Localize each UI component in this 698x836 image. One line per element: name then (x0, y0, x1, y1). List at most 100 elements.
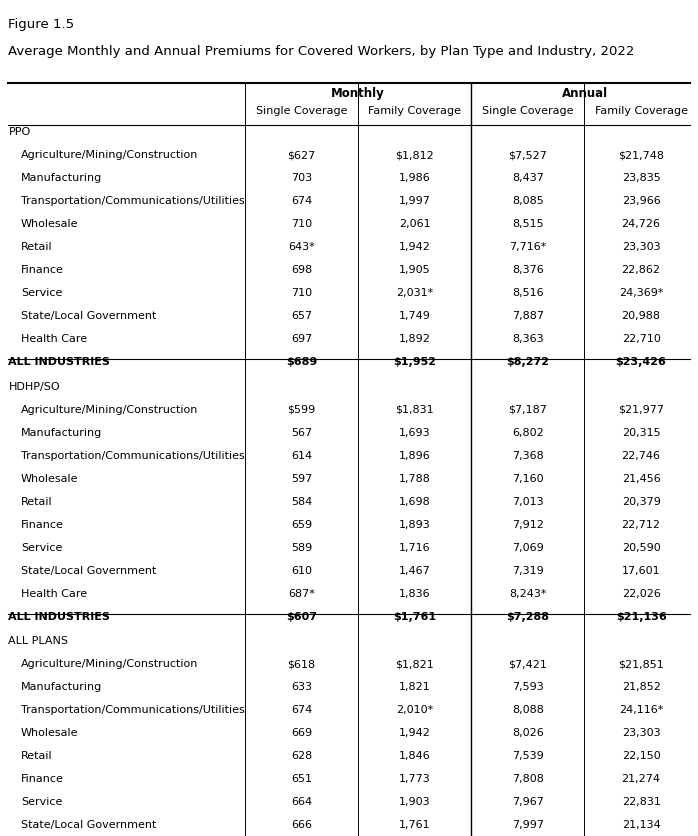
Text: 7,997: 7,997 (512, 820, 544, 830)
Text: Service: Service (21, 543, 62, 553)
Text: 8,515: 8,515 (512, 219, 544, 229)
Text: 8,363: 8,363 (512, 334, 544, 344)
Text: 1,716: 1,716 (399, 543, 431, 553)
Text: Agriculture/Mining/Construction: Agriculture/Mining/Construction (21, 150, 198, 160)
Text: 22,862: 22,862 (622, 265, 660, 275)
Text: $7,288: $7,288 (506, 612, 549, 621)
Text: 20,590: 20,590 (622, 543, 660, 553)
Text: Finance: Finance (21, 265, 64, 275)
Text: 8,376: 8,376 (512, 265, 544, 275)
Text: ALL INDUSTRIES: ALL INDUSTRIES (8, 357, 110, 367)
Text: $23,426: $23,426 (616, 357, 667, 367)
Text: 21,852: 21,852 (622, 682, 660, 692)
Text: Average Monthly and Annual Premiums for Covered Workers, by Plan Type and Indust: Average Monthly and Annual Premiums for … (8, 45, 634, 59)
Text: 674: 674 (291, 196, 312, 206)
Text: 7,013: 7,013 (512, 497, 544, 507)
Text: 657: 657 (291, 311, 312, 321)
Text: 22,026: 22,026 (622, 589, 660, 599)
Text: Finance: Finance (21, 774, 64, 784)
Text: HDHP/SO: HDHP/SO (8, 381, 60, 391)
Text: 8,085: 8,085 (512, 196, 544, 206)
Text: 674: 674 (291, 705, 312, 715)
Text: 1,788: 1,788 (399, 473, 431, 483)
Text: 687*: 687* (288, 589, 315, 599)
Text: 1,836: 1,836 (399, 589, 431, 599)
Text: Wholesale: Wholesale (21, 473, 78, 483)
Text: 1,749: 1,749 (399, 311, 431, 321)
Text: Single Coverage: Single Coverage (255, 106, 348, 116)
Text: 1,893: 1,893 (399, 519, 431, 529)
Text: 7,808: 7,808 (512, 774, 544, 784)
Text: $1,761: $1,761 (393, 612, 436, 621)
Text: Figure 1.5: Figure 1.5 (8, 18, 75, 32)
Text: 23,303: 23,303 (622, 728, 660, 738)
Text: $7,527: $7,527 (508, 150, 547, 160)
Text: 1,986: 1,986 (399, 173, 431, 183)
Text: 2,010*: 2,010* (396, 705, 433, 715)
Text: $7,187: $7,187 (508, 405, 547, 415)
Text: $21,977: $21,977 (618, 405, 664, 415)
Text: 698: 698 (291, 265, 312, 275)
Text: Manufacturing: Manufacturing (21, 173, 102, 183)
Text: 697: 697 (291, 334, 312, 344)
Text: 664: 664 (291, 798, 312, 807)
Text: 20,315: 20,315 (622, 427, 660, 437)
Text: 584: 584 (291, 497, 312, 507)
Text: Finance: Finance (21, 519, 64, 529)
Text: 24,369*: 24,369* (619, 288, 663, 298)
Text: Transportation/Communications/Utilities: Transportation/Communications/Utilities (21, 705, 245, 715)
Text: 21,456: 21,456 (622, 473, 660, 483)
Text: 23,835: 23,835 (622, 173, 660, 183)
Text: 710: 710 (291, 288, 312, 298)
Text: Retail: Retail (21, 751, 52, 761)
Text: 7,912: 7,912 (512, 519, 544, 529)
Text: 1,905: 1,905 (399, 265, 431, 275)
Text: 22,150: 22,150 (622, 751, 660, 761)
Text: 8,516: 8,516 (512, 288, 544, 298)
Text: 666: 666 (291, 820, 312, 830)
Text: 8,026: 8,026 (512, 728, 544, 738)
Text: 2,031*: 2,031* (396, 288, 433, 298)
Text: $1,831: $1,831 (395, 405, 434, 415)
Text: 17,601: 17,601 (622, 565, 660, 575)
Text: Family Coverage: Family Coverage (595, 106, 688, 116)
Text: Wholesale: Wholesale (21, 728, 78, 738)
Text: 7,160: 7,160 (512, 473, 544, 483)
Text: 633: 633 (291, 682, 312, 692)
Text: $21,136: $21,136 (616, 612, 667, 621)
Text: Agriculture/Mining/Construction: Agriculture/Mining/Construction (21, 405, 198, 415)
Text: ALL INDUSTRIES: ALL INDUSTRIES (8, 612, 110, 621)
Text: 703: 703 (291, 173, 312, 183)
Text: 24,116*: 24,116* (619, 705, 663, 715)
Text: Health Care: Health Care (21, 334, 87, 344)
Text: Family Coverage: Family Coverage (368, 106, 461, 116)
Text: 24,726: 24,726 (622, 219, 660, 229)
Text: 1,773: 1,773 (399, 774, 431, 784)
Text: $1,821: $1,821 (395, 659, 434, 669)
Text: Transportation/Communications/Utilities: Transportation/Communications/Utilities (21, 196, 245, 206)
Text: 1,896: 1,896 (399, 451, 431, 461)
Text: 7,368: 7,368 (512, 451, 544, 461)
Text: Annual: Annual (561, 87, 608, 100)
Text: 1,693: 1,693 (399, 427, 431, 437)
Text: Health Care: Health Care (21, 589, 87, 599)
Text: $21,851: $21,851 (618, 659, 664, 669)
Text: 20,379: 20,379 (622, 497, 660, 507)
Text: State/Local Government: State/Local Government (21, 565, 156, 575)
Text: State/Local Government: State/Local Government (21, 311, 156, 321)
Text: 610: 610 (291, 565, 312, 575)
Text: 651: 651 (291, 774, 312, 784)
Text: $689: $689 (286, 357, 317, 367)
Text: 1,903: 1,903 (399, 798, 431, 807)
Text: Agriculture/Mining/Construction: Agriculture/Mining/Construction (21, 659, 198, 669)
Text: 7,539: 7,539 (512, 751, 544, 761)
Text: $8,272: $8,272 (506, 357, 549, 367)
Text: 7,069: 7,069 (512, 543, 544, 553)
Text: $1,952: $1,952 (393, 357, 436, 367)
Text: 21,274: 21,274 (622, 774, 660, 784)
Text: 1,846: 1,846 (399, 751, 431, 761)
Text: 1,997: 1,997 (399, 196, 431, 206)
Text: Single Coverage: Single Coverage (482, 106, 574, 116)
Text: 7,716*: 7,716* (509, 242, 547, 252)
Text: Retail: Retail (21, 497, 52, 507)
